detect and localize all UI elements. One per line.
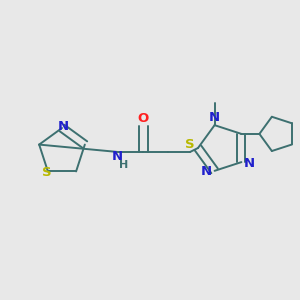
Text: N: N xyxy=(209,111,220,124)
Text: N: N xyxy=(111,151,123,164)
Text: N: N xyxy=(201,165,212,178)
Text: S: S xyxy=(42,166,52,179)
Text: S: S xyxy=(185,137,195,151)
Text: N: N xyxy=(244,157,255,169)
Text: N: N xyxy=(57,121,69,134)
Text: H: H xyxy=(119,160,129,170)
Text: O: O xyxy=(137,112,148,125)
